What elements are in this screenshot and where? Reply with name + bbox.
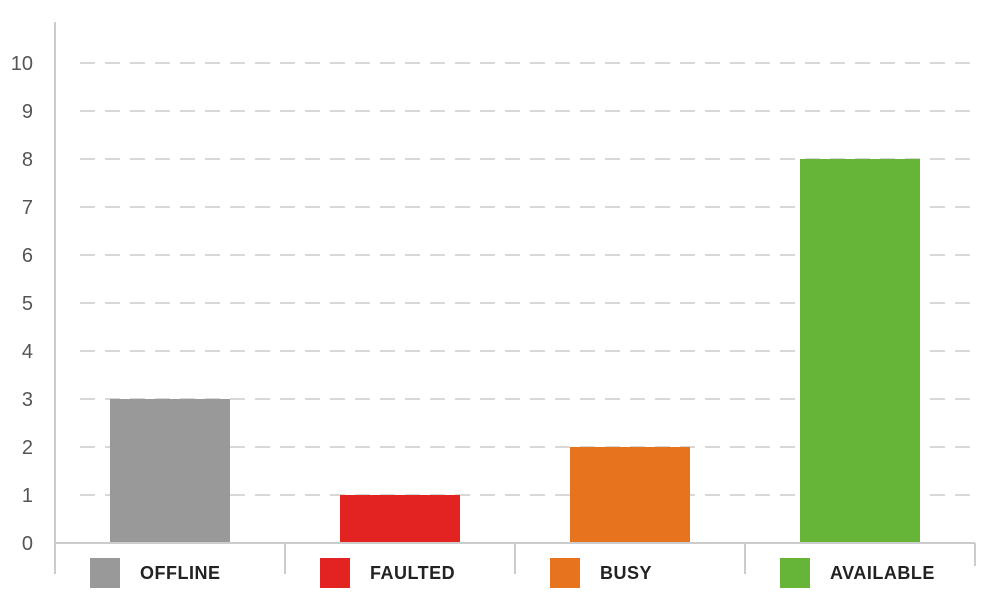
y-tick-label: 9 xyxy=(22,101,33,123)
bars xyxy=(110,159,920,543)
y-tick-label: 1 xyxy=(22,485,33,507)
y-tick-label: 2 xyxy=(22,437,33,459)
legend-swatch-offline xyxy=(90,558,120,588)
y-tick-label: 6 xyxy=(22,245,33,267)
bar-busy xyxy=(570,447,690,543)
bar-offline xyxy=(110,399,230,543)
axes xyxy=(54,22,976,574)
category-label: FAULTED xyxy=(370,563,455,583)
legend-swatch-available xyxy=(780,558,810,588)
bar-faulted xyxy=(340,495,460,543)
y-tick-label: 7 xyxy=(22,197,33,219)
bar-available xyxy=(800,159,920,543)
y-tick-label: 10 xyxy=(11,53,33,75)
category-label: BUSY xyxy=(600,563,652,583)
y-tick-label: 5 xyxy=(22,293,33,315)
category-labels: OFFLINE FAULTED BUSY AVAILABLE xyxy=(90,558,935,588)
legend-swatch-busy xyxy=(550,558,580,588)
category-label: AVAILABLE xyxy=(830,563,935,583)
y-tick-label: 4 xyxy=(22,341,33,363)
y-tick-label: 8 xyxy=(22,149,33,171)
category-label: OFFLINE xyxy=(140,563,221,583)
y-axis-ticks: 0 1 2 3 4 5 6 7 8 9 10 xyxy=(11,53,33,555)
legend-swatch-faulted xyxy=(320,558,350,588)
y-tick-label: 0 xyxy=(22,533,33,555)
y-tick-label: 3 xyxy=(22,389,33,411)
